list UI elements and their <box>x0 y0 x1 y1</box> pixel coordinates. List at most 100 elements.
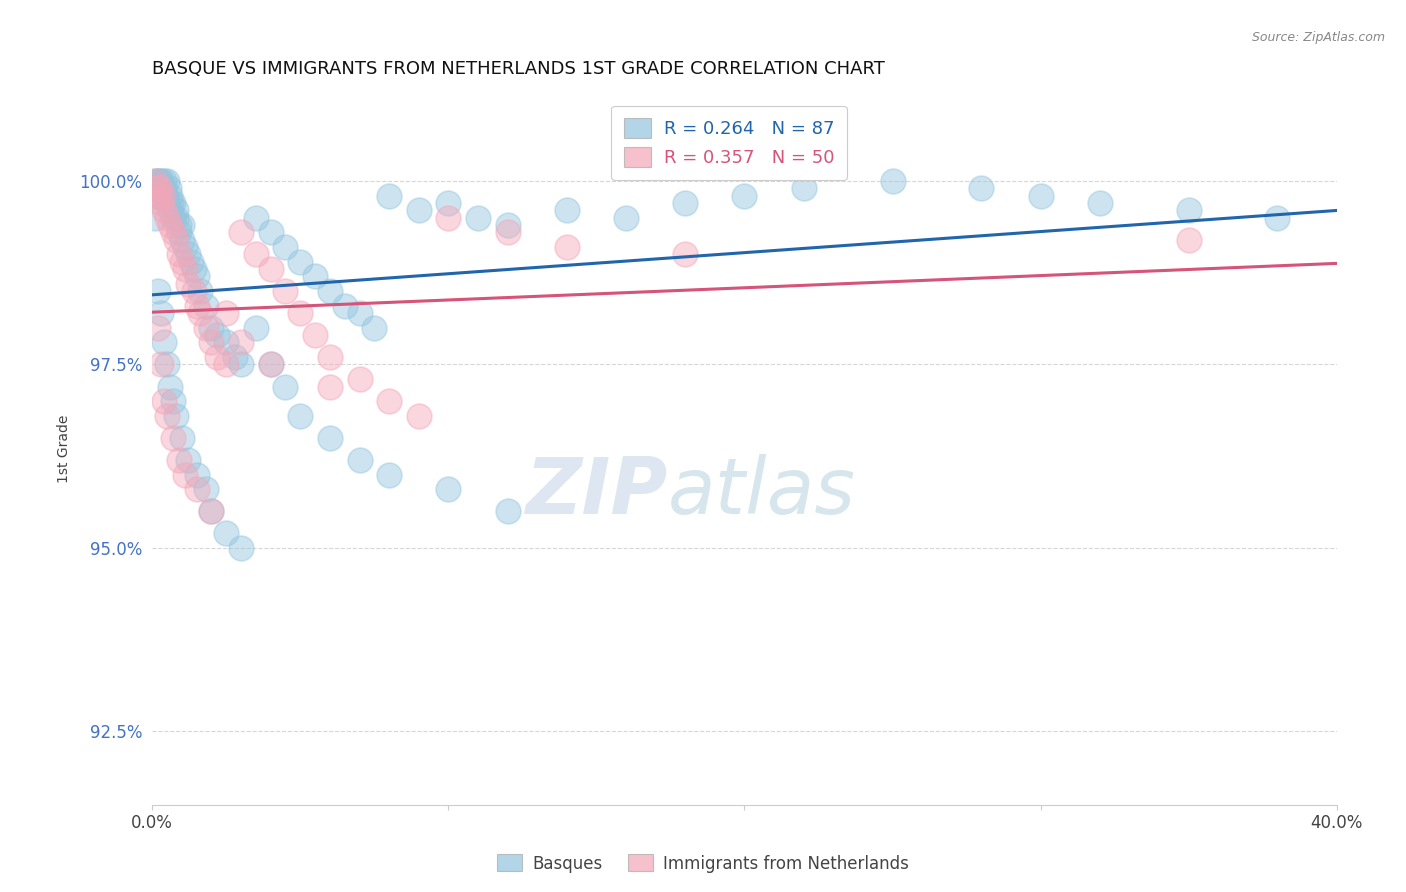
Point <box>229 358 252 372</box>
Point <box>145 174 167 188</box>
Text: atlas: atlas <box>668 453 855 530</box>
Point <box>882 174 904 188</box>
Point <box>170 218 193 232</box>
Point <box>224 350 246 364</box>
Legend: R = 0.264   N = 87, R = 0.357   N = 50: R = 0.264 N = 87, R = 0.357 N = 50 <box>612 105 846 179</box>
Point <box>274 284 297 298</box>
Point <box>153 394 176 409</box>
Point <box>188 284 211 298</box>
Point <box>156 358 179 372</box>
Point <box>170 254 193 268</box>
Point <box>733 188 755 202</box>
Point <box>260 358 283 372</box>
Point <box>156 196 179 211</box>
Point <box>153 174 176 188</box>
Point <box>378 188 401 202</box>
Point <box>159 218 181 232</box>
Point <box>260 358 283 372</box>
Point <box>793 181 815 195</box>
Point <box>1088 196 1111 211</box>
Point <box>290 306 312 320</box>
Point <box>146 321 169 335</box>
Point <box>186 467 208 482</box>
Point <box>155 188 177 202</box>
Point <box>260 262 283 277</box>
Point <box>165 211 187 225</box>
Point <box>408 203 430 218</box>
Point <box>215 358 238 372</box>
Point <box>167 226 190 240</box>
Point <box>673 247 696 261</box>
Point <box>153 181 176 195</box>
Point <box>207 328 229 343</box>
Point <box>159 203 181 218</box>
Point <box>143 211 166 225</box>
Point <box>165 409 187 423</box>
Point <box>157 181 180 195</box>
Point <box>378 394 401 409</box>
Point <box>177 453 200 467</box>
Point <box>167 247 190 261</box>
Point <box>150 188 173 202</box>
Point <box>467 211 489 225</box>
Point <box>170 233 193 247</box>
Point <box>229 541 252 555</box>
Point <box>304 269 326 284</box>
Y-axis label: 1st Grade: 1st Grade <box>58 415 72 483</box>
Text: BASQUE VS IMMIGRANTS FROM NETHERLANDS 1ST GRADE CORRELATION CHART: BASQUE VS IMMIGRANTS FROM NETHERLANDS 1S… <box>152 60 886 78</box>
Point <box>186 299 208 313</box>
Point <box>173 240 195 254</box>
Point <box>143 174 166 188</box>
Point <box>1177 233 1199 247</box>
Point <box>162 394 184 409</box>
Point <box>319 284 342 298</box>
Point <box>555 240 578 254</box>
Point <box>173 262 195 277</box>
Point <box>970 181 993 195</box>
Point <box>408 409 430 423</box>
Point <box>149 174 172 188</box>
Point <box>159 188 181 202</box>
Point <box>153 203 176 218</box>
Point <box>245 321 267 335</box>
Point <box>673 196 696 211</box>
Point <box>215 335 238 350</box>
Point <box>183 262 205 277</box>
Point <box>143 174 166 188</box>
Point <box>260 226 283 240</box>
Point <box>145 181 167 195</box>
Point <box>349 453 371 467</box>
Point <box>555 203 578 218</box>
Point <box>304 328 326 343</box>
Point <box>170 431 193 445</box>
Point <box>146 174 169 188</box>
Point <box>153 335 176 350</box>
Point <box>162 431 184 445</box>
Point <box>146 188 169 202</box>
Point <box>437 196 460 211</box>
Text: Source: ZipAtlas.com: Source: ZipAtlas.com <box>1251 31 1385 45</box>
Point <box>496 504 519 518</box>
Point <box>177 247 200 261</box>
Point <box>200 504 222 518</box>
Point <box>160 196 183 211</box>
Point <box>496 226 519 240</box>
Point <box>173 467 195 482</box>
Point <box>290 254 312 268</box>
Legend: Basques, Immigrants from Netherlands: Basques, Immigrants from Netherlands <box>491 847 915 880</box>
Point <box>290 409 312 423</box>
Point <box>245 211 267 225</box>
Point <box>274 379 297 393</box>
Point <box>188 306 211 320</box>
Point <box>496 218 519 232</box>
Point <box>200 504 222 518</box>
Point <box>146 284 169 298</box>
Text: ZIP: ZIP <box>526 453 668 530</box>
Point <box>167 453 190 467</box>
Point <box>614 211 637 225</box>
Point <box>194 299 217 313</box>
Point <box>156 174 179 188</box>
Point <box>1267 211 1289 225</box>
Point <box>245 247 267 261</box>
Point <box>146 181 169 195</box>
